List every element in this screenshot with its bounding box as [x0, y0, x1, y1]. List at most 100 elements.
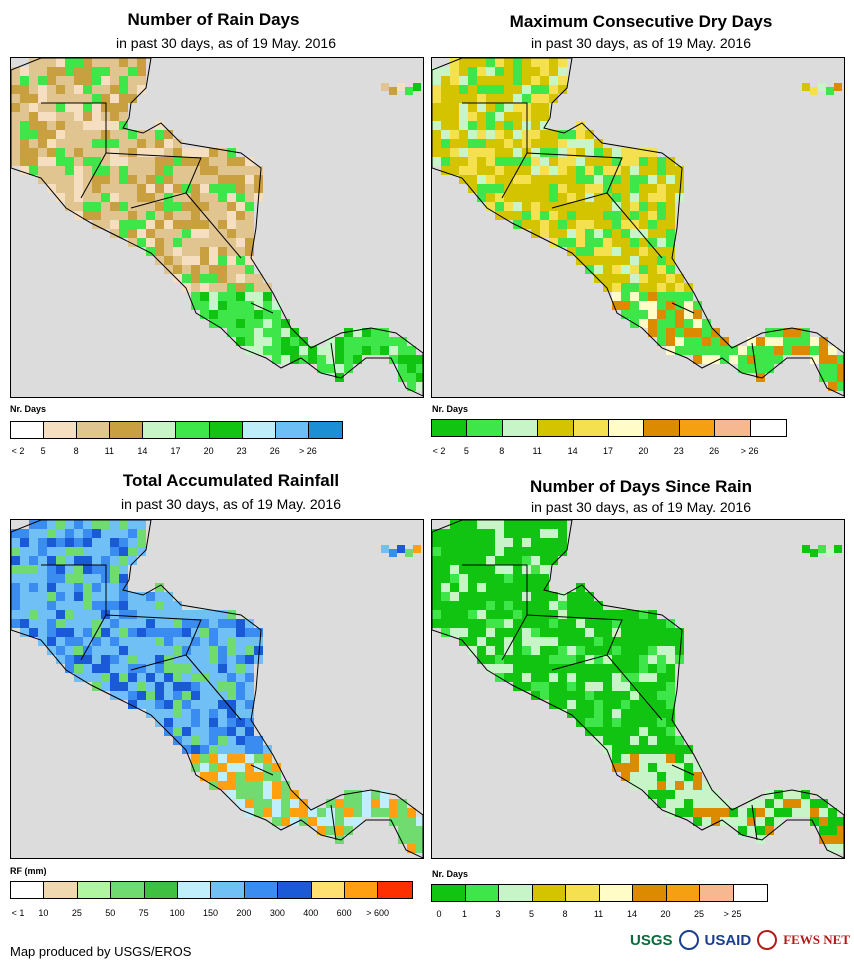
- map-cell: [450, 103, 459, 112]
- map-cell: [540, 85, 549, 94]
- map-cell: [639, 664, 648, 673]
- map-cell: [576, 610, 585, 619]
- map-cell: [495, 157, 504, 166]
- legend-swatch: [144, 882, 179, 898]
- map-cell: [20, 76, 29, 85]
- map-cell: [191, 148, 200, 157]
- map-cell: [83, 76, 92, 85]
- map-cell: [576, 619, 585, 628]
- map-cell: [11, 130, 20, 139]
- map-cell: [137, 184, 146, 193]
- map-cell: [486, 646, 495, 655]
- map-cell: [191, 283, 200, 292]
- map-cell: [621, 619, 630, 628]
- map-cell: [567, 220, 576, 229]
- map-cell: [639, 220, 648, 229]
- map-cell: [236, 283, 245, 292]
- map-cell: [549, 529, 558, 538]
- map-cell: [155, 691, 164, 700]
- map-cell: [47, 529, 56, 538]
- map-cell: [146, 655, 155, 664]
- map-cell: [128, 637, 137, 646]
- legend-label: 8: [73, 446, 79, 456]
- map-cell: [549, 637, 558, 646]
- map-cell: [74, 121, 83, 130]
- map-cell: [137, 664, 146, 673]
- map-cell: [146, 211, 155, 220]
- map-cell: [504, 601, 513, 610]
- map-cell: [549, 610, 558, 619]
- map-cell: [549, 175, 558, 184]
- map-cell: [630, 229, 639, 238]
- legend-label: > 26: [740, 446, 759, 456]
- map-cell: [657, 283, 666, 292]
- map-cell: [585, 175, 594, 184]
- map-cell: [182, 148, 191, 157]
- map-cell: [236, 745, 245, 754]
- map-cell: [585, 673, 594, 682]
- map-cell: [576, 184, 585, 193]
- map-cell: [137, 700, 146, 709]
- map-cell: [209, 184, 218, 193]
- map-cell: [477, 130, 486, 139]
- map-cell: [612, 646, 621, 655]
- map-cell: [182, 166, 191, 175]
- map-cell: [218, 148, 227, 157]
- map-cell: [47, 157, 56, 166]
- map-cell: [549, 601, 558, 610]
- map-cell: [110, 220, 119, 229]
- map-cell: [567, 601, 576, 610]
- map-cell: [236, 682, 245, 691]
- map-cell: [819, 799, 828, 808]
- map-cell: [128, 67, 137, 76]
- map-cell: [92, 655, 101, 664]
- map-cell: [272, 817, 281, 826]
- map-cell: [182, 691, 191, 700]
- map-cell: [29, 619, 38, 628]
- map-cell: [549, 619, 558, 628]
- map-cell: [272, 328, 281, 337]
- legend-label: 5: [40, 446, 46, 456]
- map-cell: [576, 700, 585, 709]
- map-cell: [119, 211, 128, 220]
- map-cell: [236, 673, 245, 682]
- map-cell: [227, 772, 236, 781]
- map-cell: [567, 202, 576, 211]
- map-cell: [83, 637, 92, 646]
- map-cell: [576, 628, 585, 637]
- map-cell: [450, 58, 459, 67]
- map-cell: [11, 565, 20, 574]
- map-cell: [666, 619, 675, 628]
- map-cell: [612, 193, 621, 202]
- map-cell: [459, 166, 468, 175]
- map-cell: [191, 727, 200, 736]
- map-cell: [801, 328, 810, 337]
- map-cell: [549, 139, 558, 148]
- map-cell: [558, 85, 567, 94]
- map-cell: [92, 529, 101, 538]
- panel-subtitle: in past 30 days, as of 19 May. 2016: [121, 496, 341, 512]
- map-cell: [308, 817, 317, 826]
- map-cell: [155, 646, 164, 655]
- map-cell: [630, 628, 639, 637]
- map-cell: [380, 328, 389, 337]
- map-cell: [612, 247, 621, 256]
- map-cell: [576, 601, 585, 610]
- map-cell: [459, 67, 468, 76]
- map-cell: [263, 799, 272, 808]
- map-cell: [128, 76, 137, 85]
- legend-label: 100: [169, 908, 185, 918]
- map-cell: [639, 283, 648, 292]
- map-cell: [416, 817, 423, 826]
- map-cell: [182, 220, 191, 229]
- map-cell: [477, 610, 486, 619]
- legend-label: 11: [104, 446, 114, 456]
- legend-bar: [10, 881, 413, 899]
- map-cell: [236, 655, 245, 664]
- map-cell: [504, 628, 513, 637]
- map-cell: [101, 547, 110, 556]
- map-cell: [432, 76, 441, 85]
- map-cell: [218, 682, 227, 691]
- map-cell: [441, 103, 450, 112]
- map-cell: [711, 328, 720, 337]
